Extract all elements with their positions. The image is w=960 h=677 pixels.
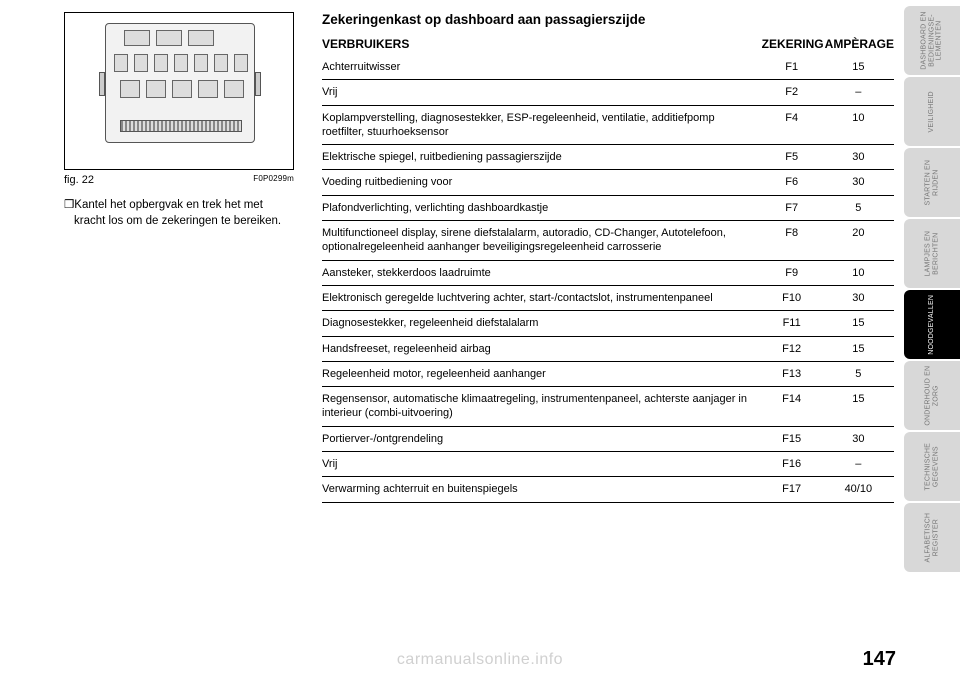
figure-code: F0P0299m: [253, 174, 294, 186]
side-tab[interactable]: VEILIGHEID: [904, 77, 960, 146]
table-cell-zekering: F9: [761, 260, 825, 285]
table-cell-zekering: F11: [761, 311, 825, 336]
table-header-verbruikers: VERBRUIKERS: [322, 37, 761, 55]
side-tab-label: TECHNISCHE GEGEVENS: [924, 442, 939, 492]
table-cell-zekering: F12: [761, 336, 825, 361]
table-cell-amperage: 20: [825, 221, 894, 261]
table-cell-amperage: –: [825, 80, 894, 105]
figure-fusebox: [64, 12, 294, 170]
table-row: Multifunctioneel display, sirene diefsta…: [322, 221, 894, 261]
side-tab[interactable]: STARTEN EN RIJDEN: [904, 148, 960, 217]
side-nav: DASHBOARD EN BEDIENINGSE- LEMENTEN VEILIG…: [904, 6, 960, 572]
table-row: Portierver-/ontgrendelingF1530: [322, 426, 894, 451]
side-tab-label: ONDERHOUD EN ZORG: [924, 366, 939, 426]
table-cell-zekering: F14: [761, 387, 825, 427]
table-header-zekering: ZEKERING: [761, 37, 825, 55]
side-tab[interactable]: LAMPJES EN BERICHTEN: [904, 219, 960, 288]
table-row: Plafondverlichting, verlichting dashboar…: [322, 195, 894, 220]
table-cell-amperage: 30: [825, 426, 894, 451]
table-cell-verbruikers: Voeding ruitbediening voor: [322, 170, 761, 195]
side-tab[interactable]: NOODGEVALLEN: [904, 290, 960, 359]
table-cell-amperage: 30: [825, 145, 894, 170]
page-number: 147: [863, 648, 896, 671]
table-cell-zekering: F17: [761, 477, 825, 502]
table-cell-verbruikers: Vrij: [322, 80, 761, 105]
side-tab[interactable]: ONDERHOUD EN ZORG: [904, 361, 960, 430]
table-cell-zekering: F10: [761, 285, 825, 310]
table-header-amperage: AMPÈRAGE: [825, 37, 894, 55]
table-cell-amperage: 30: [825, 285, 894, 310]
side-tab[interactable]: ALFABETISCH REGISTER: [904, 503, 960, 572]
table-row: VrijF2–: [322, 80, 894, 105]
table-cell-zekering: F13: [761, 361, 825, 386]
table-cell-amperage: 10: [825, 260, 894, 285]
table-cell-zekering: F4: [761, 105, 825, 145]
body-paragraph: ❒Kantel het opbergvak en trek het met kr…: [64, 198, 294, 229]
side-tab-label: ALFABETISCH REGISTER: [924, 513, 939, 563]
side-tab[interactable]: DASHBOARD EN BEDIENINGSE- LEMENTEN: [904, 6, 960, 75]
table-cell-amperage: 40/10: [825, 477, 894, 502]
table-cell-verbruikers: Diagnosestekker, regeleenheid diefstalal…: [322, 311, 761, 336]
side-tab[interactable]: TECHNISCHE GEGEVENS: [904, 432, 960, 501]
table-row: Elektrische spiegel, ruitbediening passa…: [322, 145, 894, 170]
side-tab-label: DASHBOARD EN BEDIENINGSE- LEMENTEN: [920, 11, 943, 69]
table-cell-amperage: –: [825, 452, 894, 477]
table-row: Handsfreeset, regeleenheid airbagF1215: [322, 336, 894, 361]
table-row: Regeleenheid motor, regeleenheid aanhang…: [322, 361, 894, 386]
table-row: Diagnosestekker, regeleenheid diefstalal…: [322, 311, 894, 336]
table-cell-verbruikers: Elektronisch geregelde luchtvering achte…: [322, 285, 761, 310]
table-cell-zekering: F5: [761, 145, 825, 170]
table-cell-zekering: F6: [761, 170, 825, 195]
fusebox-drawing: [105, 23, 255, 143]
table-cell-zekering: F1: [761, 55, 825, 80]
table-cell-amperage: 15: [825, 55, 894, 80]
table-cell-zekering: F2: [761, 80, 825, 105]
table-cell-verbruikers: Regeleenheid motor, regeleenheid aanhang…: [322, 361, 761, 386]
table-cell-amperage: 15: [825, 311, 894, 336]
side-tab-label: VEILIGHEID: [928, 87, 936, 137]
table-cell-verbruikers: Regensensor, automatische klimaatregelin…: [322, 387, 761, 427]
figure-label: fig. 22: [64, 174, 94, 186]
table-cell-verbruikers: Multifunctioneel display, sirene diefsta…: [322, 221, 761, 261]
table-cell-verbruikers: Koplampverstelling, diagnosestekker, ESP…: [322, 105, 761, 145]
table-row: Voeding ruitbediening voorF630: [322, 170, 894, 195]
table-cell-verbruikers: Achterruitwisser: [322, 55, 761, 80]
table-row: Regensensor, automatische klimaatregelin…: [322, 387, 894, 427]
table-cell-amperage: 10: [825, 105, 894, 145]
table-row: VrijF16–: [322, 452, 894, 477]
table-cell-zekering: F8: [761, 221, 825, 261]
table-cell-amperage: 15: [825, 387, 894, 427]
table-cell-verbruikers: Plafondverlichting, verlichting dashboar…: [322, 195, 761, 220]
table-cell-amperage: 5: [825, 195, 894, 220]
table-cell-zekering: F15: [761, 426, 825, 451]
table-row: Koplampverstelling, diagnosestekker, ESP…: [322, 105, 894, 145]
table-cell-verbruikers: Portierver-/ontgrendeling: [322, 426, 761, 451]
table-row: AchterruitwisserF115: [322, 55, 894, 80]
table-cell-verbruikers: Handsfreeset, regeleenheid airbag: [322, 336, 761, 361]
side-tab-label: LAMPJES EN BERICHTEN: [924, 229, 939, 279]
table-cell-zekering: F7: [761, 195, 825, 220]
table-cell-verbruikers: Vrij: [322, 452, 761, 477]
table-cell-verbruikers: Elektrische spiegel, ruitbediening passa…: [322, 145, 761, 170]
table-cell-amperage: 30: [825, 170, 894, 195]
table-row: Aansteker, stekkerdoos laadruimteF910: [322, 260, 894, 285]
section-title: Zekeringenkast op dashboard aan passagie…: [322, 12, 894, 27]
table-row: Elektronisch geregelde luchtvering achte…: [322, 285, 894, 310]
side-tab-label: STARTEN EN RIJDEN: [924, 158, 939, 208]
table-cell-zekering: F16: [761, 452, 825, 477]
table-row: Verwarming achterruit en buitenspiegelsF…: [322, 477, 894, 502]
side-tab-label: NOODGEVALLEN: [928, 295, 936, 355]
table-cell-verbruikers: Verwarming achterruit en buitenspiegels: [322, 477, 761, 502]
table-cell-verbruikers: Aansteker, stekkerdoos laadruimte: [322, 260, 761, 285]
fuse-table: VERBRUIKERS ZEKERING AMPÈRAGE Achterruit…: [322, 37, 894, 503]
table-cell-amperage: 5: [825, 361, 894, 386]
table-cell-amperage: 15: [825, 336, 894, 361]
